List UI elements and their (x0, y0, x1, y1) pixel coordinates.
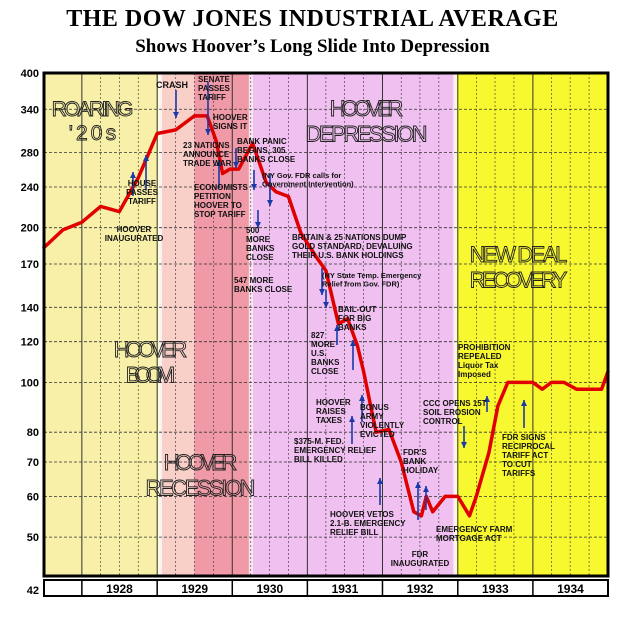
x-tick-label: 1931 (332, 582, 359, 596)
plot-frame (42, 71, 610, 578)
annotation-arrowhead (130, 172, 136, 178)
y-tick-label: 42 (27, 585, 39, 597)
annotation-label: FDR'S BANK HOLIDAY (403, 448, 439, 475)
era-band-newdeal (455, 73, 608, 576)
annotation-arrowhead (216, 160, 222, 166)
y-tick-label: 280 (21, 148, 39, 160)
y-tick-label: 140 (21, 302, 39, 314)
x-tick-label: 1928 (106, 582, 133, 596)
y-tick-label: 100 (21, 377, 39, 389)
annotation-arrowhead (205, 129, 211, 135)
dow-series-line (42, 114, 610, 518)
era-band-recession (194, 73, 251, 576)
y-tick-label: 80 (27, 427, 39, 439)
era-band-roaring (44, 73, 161, 576)
chart-title: THE DOW JONES INDUSTRIAL AVERAGE (66, 6, 559, 32)
annotation-label: SENATE PASSES TARIFF (198, 75, 231, 102)
annotation-label: BONUS ARMY VIOLENTLY EVICTED (360, 403, 405, 439)
annotation-arrowhead (233, 162, 239, 168)
annotation-label: CCC OPENS 15T SOIL EROSION CONTROL (423, 399, 487, 426)
y-tick-label: 170 (21, 259, 39, 271)
era-label-4: NEW DEAL RECOVERY (470, 242, 568, 292)
annotation-label: 500 MORE BANKS CLOSE (246, 226, 275, 262)
annotation-label: (NY Gov. FDR calls for Government Interve… (262, 171, 354, 189)
y-tick-label: 340 (21, 104, 39, 116)
annotation-label: HOOVER SIGNS IT (213, 113, 248, 131)
annotation-arrowhead (334, 325, 340, 331)
annotation-arrowhead (323, 302, 329, 308)
x-tick-label: 1932 (407, 582, 434, 596)
annotation-label: FDR SIGNS RECIPROCAL TARIFF ACT TO CUT TARIF… (502, 433, 555, 478)
annotation-arrowhead (359, 395, 365, 401)
era-separator (453, 73, 458, 576)
y-tick-label: 200 (21, 223, 39, 235)
era-band-boom (160, 73, 195, 576)
annotation-label: FDR INAUGURATED (391, 550, 450, 568)
y-tick-label: 60 (27, 491, 39, 503)
annotation-label: BANK PANIC BEGINS, 305 BANKS CLOSE (237, 137, 296, 164)
annotation-label: CRASH (156, 80, 188, 90)
annotation-arrowhead (251, 184, 257, 190)
annotation-label: HOOVER RAISES TAXES (316, 398, 351, 425)
annotation-label: ECONOMISTS PETITION HOOVER TO STOP TARIFF (194, 183, 248, 219)
chart-subtitle: Shows Hoover’s Long Slide Into Depressio… (135, 36, 490, 57)
annotation-arrowhead (173, 112, 179, 118)
annotation-arrowhead (349, 416, 355, 422)
y-tick-label: 120 (21, 337, 39, 349)
annotation-arrowhead (521, 400, 527, 406)
era-label-1: HOOVER BOOM (114, 337, 187, 387)
x-tick-label: 1929 (181, 582, 208, 596)
annotation-label: HOUSE PASSES TARIFF (126, 179, 159, 206)
annotation-arrowhead (143, 155, 149, 161)
annotation-arrowhead (319, 289, 325, 295)
annotation-label: EMERGENCY FARM MORTGAGE ACT (436, 525, 513, 543)
annotation-label: PROHIBITION REPEALED Liquor Tax Imposed (458, 343, 511, 379)
annotation-arrowhead (461, 442, 467, 448)
x-tick-label: 1933 (482, 582, 509, 596)
annotation-label: BRITAIN & 25 NATIONS DUMP GOLD STANDARD, … (292, 233, 413, 260)
annotation-arrowhead (255, 222, 261, 228)
x-tick-label: 1934 (557, 582, 584, 596)
annotation-arrowhead (423, 486, 429, 492)
y-tick-label: 70 (27, 457, 39, 469)
annotation-arrowhead (377, 478, 383, 484)
annotation-label: 827 MORE U.S. BANKS CLOSE (311, 331, 340, 376)
era-separator (248, 73, 253, 576)
annotation-label: 23 NATIONS ANNOUNCE TRADE WAR (183, 141, 232, 168)
x-axis-bar (43, 579, 609, 597)
annotation-arrowhead (267, 200, 273, 206)
annotation-label: BAIL-OUT FOR BIG BANKS (338, 305, 376, 332)
era-label-2: HOOVER RECESSION (146, 450, 255, 500)
annotation-label: HOOVER INAUGURATED (105, 225, 164, 243)
annotation-label: HOOVER VETOS 2.1-B. EMERGENCY RELIEF BILL (330, 510, 406, 537)
x-tick-label: 1930 (256, 582, 283, 596)
annotation-label: $375-M. FED. EMERGENCY RELIEF BILL KILLED (294, 437, 376, 464)
annotation-arrowhead (484, 396, 490, 402)
era-separator (158, 73, 163, 576)
y-tick-label: 50 (27, 532, 39, 544)
era-band-depression (250, 73, 456, 576)
era-label-3: HOOVER DEPRESSION (306, 96, 427, 146)
annotation-label: 547 MORE BANKS CLOSE (234, 276, 293, 294)
annotation-label: (NY State Temp. Emergency Relief from Gov… (322, 271, 422, 289)
y-tick-label: 400 (21, 68, 39, 80)
era-label-0: ROARING '20s (52, 98, 133, 145)
annotation-arrowhead (415, 482, 421, 488)
y-tick-label: 240 (21, 182, 39, 194)
annotation-arrowhead (350, 340, 356, 346)
